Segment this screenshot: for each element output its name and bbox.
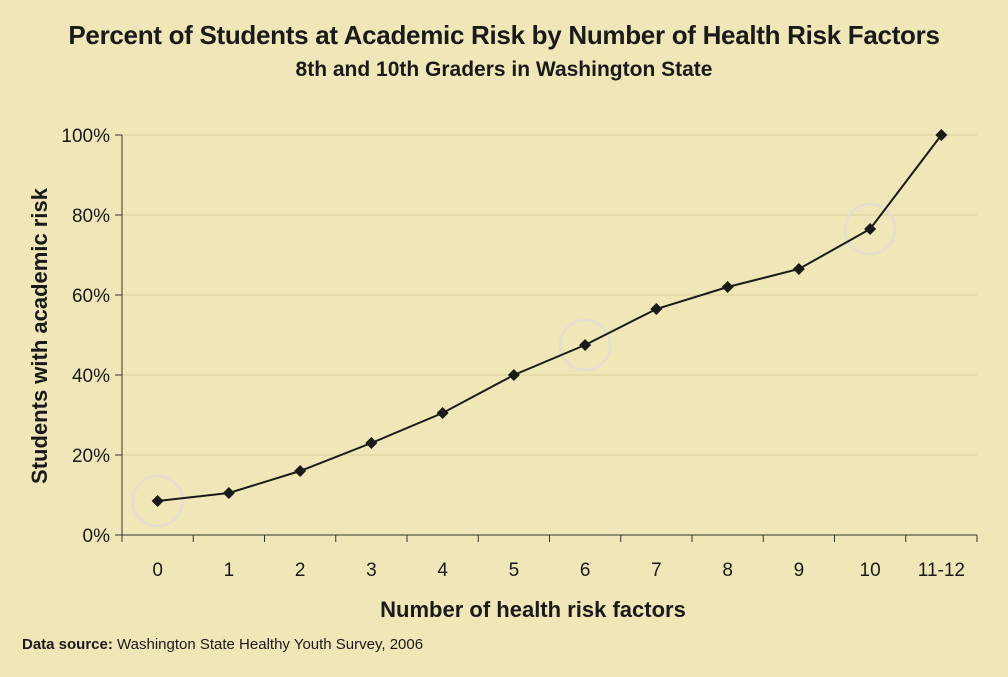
tick-labels: 0% 20% 40% 60% 80% 100% 0 1 2 3 4 5 6 7 8 9 10 11-12 xyxy=(61,126,965,581)
y-tick-label: 40% xyxy=(72,366,110,387)
x-tick-label: 4 xyxy=(437,560,448,581)
axes xyxy=(115,134,978,542)
x-tick-label: 6 xyxy=(580,560,591,581)
highlight-circle xyxy=(843,202,897,256)
chart-subtitle: 8th and 10th Graders in Washington State xyxy=(295,58,713,81)
data-point xyxy=(294,465,307,477)
data-point xyxy=(935,129,948,141)
series-line xyxy=(157,134,943,502)
highlight-circles xyxy=(131,202,897,528)
data-point xyxy=(650,303,663,315)
x-tick-label: 0 xyxy=(152,560,163,581)
data-source-label: Data source: xyxy=(22,636,113,653)
data-point xyxy=(151,495,164,507)
y-tick-label: 0% xyxy=(83,526,111,547)
x-axis-title: Number of health risk factors xyxy=(380,597,686,622)
data-point xyxy=(721,281,734,293)
x-tick-label: 5 xyxy=(509,560,520,581)
series-path xyxy=(157,134,943,502)
x-tick-label: 10 xyxy=(860,560,881,581)
data-point xyxy=(436,407,449,419)
y-axis-title: Students with academic risk xyxy=(27,187,52,484)
y-tick-label: 80% xyxy=(72,206,110,227)
x-tick-label: 1 xyxy=(224,560,235,581)
highlight-circle xyxy=(558,318,612,372)
data-source-text: Washington State Healthy Youth Survey, 2… xyxy=(117,636,424,653)
data-point xyxy=(864,223,877,235)
y-tick-label: 20% xyxy=(72,446,110,467)
grid-lines xyxy=(122,134,977,456)
x-tick-label: 9 xyxy=(794,560,805,581)
highlight-circle xyxy=(131,474,184,528)
x-tick-label: 2 xyxy=(295,560,306,581)
x-tick-label: 7 xyxy=(651,560,662,581)
x-tick-label: 3 xyxy=(366,560,377,581)
x-tick-label: 8 xyxy=(722,560,733,581)
data-point xyxy=(579,339,592,351)
data-point xyxy=(222,487,235,499)
data-point xyxy=(507,369,520,381)
data-point xyxy=(365,437,378,449)
data-source: Data source: Washington State Healthy Yo… xyxy=(22,636,423,653)
data-point xyxy=(792,263,805,275)
y-tick-label: 100% xyxy=(61,126,110,147)
chart-title: Percent of Students at Academic Risk by … xyxy=(68,20,940,50)
y-tick-label: 60% xyxy=(72,286,110,307)
x-tick-label: 11-12 xyxy=(918,560,965,581)
data-points xyxy=(151,129,948,507)
